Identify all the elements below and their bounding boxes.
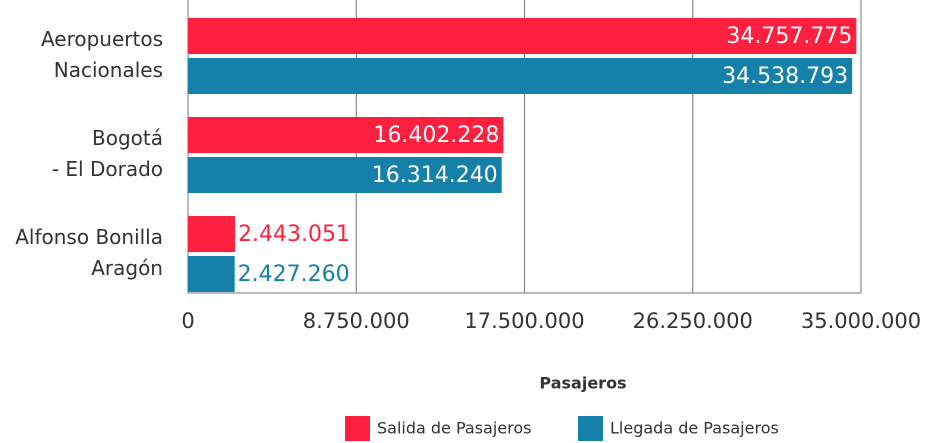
y-tick-label: Bogotá [92,126,163,150]
y-tick-label: Alfonso Bonilla [15,225,163,249]
bar [188,216,235,252]
y-tick-label: Aeropuertos [41,27,163,51]
data-label: 16.402.228 [373,123,499,148]
data-label: 16.314.240 [372,163,498,188]
bar [188,157,502,193]
y-tick-label: Nacionales [54,58,163,82]
x-tick-label: 26.250.000 [633,309,753,333]
legend-swatch [345,416,370,441]
legend-swatch [578,416,603,441]
data-label: 2.427.260 [238,262,350,287]
legend-label: Salida de Pasajeros [377,419,532,438]
x-tick-label: 0 [181,309,194,333]
bar [188,18,857,54]
x-axis-title: Pasajeros [539,374,626,393]
data-label: 34.757.775 [726,24,852,49]
bar [188,58,853,94]
x-tick-label: 35.000.000 [801,309,921,333]
bar [188,256,235,292]
data-label: 2.443.051 [238,222,350,247]
bar [188,117,504,153]
y-tick-label: - El Dorado [52,157,163,181]
x-tick-label: 8.750.000 [303,309,410,333]
y-tick-label: Aragón [91,256,163,280]
x-tick-label: 17.500.000 [464,309,584,333]
data-label: 34.538.793 [722,64,848,89]
legend-label: Llegada de Pasajeros [610,419,779,438]
